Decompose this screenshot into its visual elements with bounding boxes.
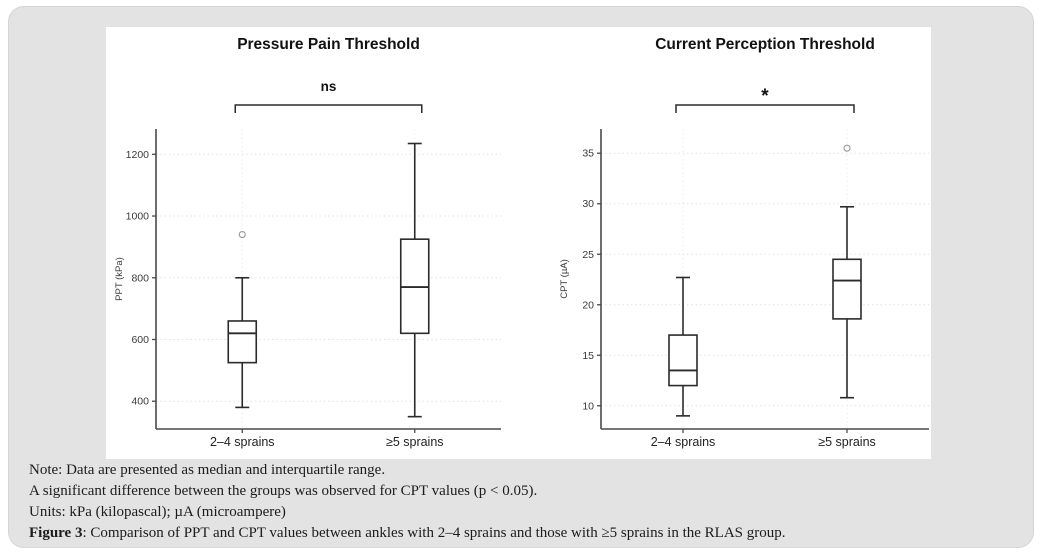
boxplot-ppt: 400 600 800 1000 1200 2–4 sprains ≥5 sprains PP… xyxy=(114,36,501,449)
y-tick-label: 15 xyxy=(582,350,594,362)
outlier-point xyxy=(238,231,246,239)
y-tick-label: 10 xyxy=(582,400,594,412)
caption-note: Note: Data are presented as median and i… xyxy=(29,462,386,478)
box-group-ppt-1 xyxy=(399,142,430,418)
y-axis-label: PPT (kPa) xyxy=(114,257,125,301)
iqr-box xyxy=(832,258,862,320)
boxplot-figure: 400 600 800 1000 1200 2–4 sprains ≥5 sprains PP… xyxy=(114,36,929,449)
y-tick-label: 30 xyxy=(582,198,594,210)
y-tick-label: 1200 xyxy=(126,149,150,161)
category-label: 2–4 sprains xyxy=(210,435,275,449)
caption-figure-line: Figure 3: Comparison of PPT and CPT valu… xyxy=(29,523,1019,544)
significance-bracket xyxy=(675,104,855,113)
box-group-ppt-0 xyxy=(227,231,258,409)
iqr-box xyxy=(668,334,698,387)
y-tick-label: 35 xyxy=(582,148,594,160)
significance-label: * xyxy=(761,86,769,107)
y-tick-label: 1000 xyxy=(126,211,150,223)
caption-significance: A significant difference between the gro… xyxy=(29,483,538,499)
iqr-box xyxy=(227,320,258,364)
box-group-cpt-1 xyxy=(832,144,862,399)
significance-bracket xyxy=(234,104,423,113)
caption-figure-text: : Comparison of PPT and CPT values betwe… xyxy=(82,525,786,541)
chart-title: Pressure Pain Threshold xyxy=(237,36,420,53)
box-group-cpt-0 xyxy=(668,276,698,417)
category-label: ≥5 sprains xyxy=(386,435,444,449)
category-label: 2–4 sprains xyxy=(651,435,716,449)
y-axis-label: CPT (µA) xyxy=(559,259,570,299)
figure-caption: Note: Data are presented as median and i… xyxy=(29,460,1019,544)
y-tick-label: 600 xyxy=(131,334,149,346)
chart-title: Current Perception Threshold xyxy=(655,36,875,53)
boxplot-cpt: 10 15 20 25 30 35 2–4 sprains ≥5 sprains CPT (µA… xyxy=(559,36,929,449)
y-tick-label: 400 xyxy=(131,396,149,408)
caption-figure-label: Figure 3 xyxy=(29,525,83,541)
figure-panel: 400 600 800 1000 1200 2–4 sprains ≥5 sprains PP… xyxy=(106,27,931,459)
y-tick-label: 25 xyxy=(582,249,594,261)
caption-units: Units: kPa (kilopascal); µA (microampere… xyxy=(29,504,286,520)
y-tick-label: 800 xyxy=(131,272,149,284)
figure-card: 400 600 800 1000 1200 2–4 sprains ≥5 sprains PP… xyxy=(8,6,1034,548)
y-tick-label: 20 xyxy=(582,299,594,311)
significance-label: ns xyxy=(321,79,337,94)
outlier-point xyxy=(843,144,851,152)
category-label: ≥5 sprains xyxy=(818,435,876,449)
